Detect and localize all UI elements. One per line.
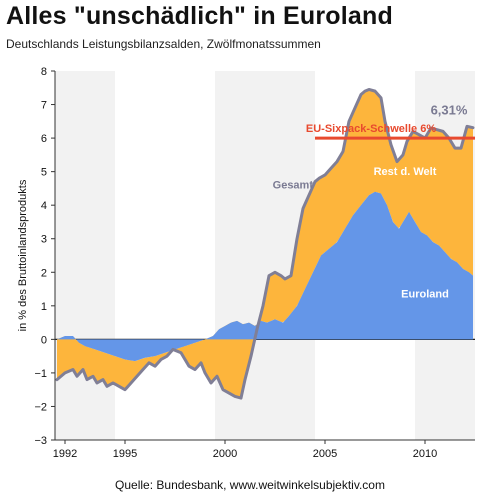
y-tick-label: 2	[41, 267, 47, 279]
gesamt-line	[55, 87, 475, 400]
area-layers	[57, 89, 473, 398]
y-tick-label: −1	[34, 368, 47, 380]
x-tick-label: 1992	[53, 448, 77, 460]
euroland-label: Euroland	[401, 288, 449, 300]
end-value-label: 6,31%	[431, 103, 468, 118]
x-tick-label: 2010	[413, 448, 437, 460]
chart-labels: EU-Sixpack-Schwelle 6% 6,31% Gesamt Rest d.…	[273, 103, 468, 301]
chart-marks	[55, 87, 475, 400]
rest-welt-label: Rest d. Welt	[374, 166, 437, 178]
y-tick-label: 0	[41, 334, 47, 346]
chart-title: Alles "unschädlich" in Euroland	[6, 2, 393, 30]
y-tick-label: 1	[41, 301, 47, 313]
y-tick-label: 4	[41, 200, 47, 212]
y-tick-label: 5	[41, 167, 47, 179]
x-tick-label: 2005	[313, 448, 337, 460]
y-tick-label: 7	[41, 100, 47, 112]
y-tick-label: −2	[34, 401, 47, 413]
x-tick-label: 1995	[113, 448, 137, 460]
source-note: Quelle: Bundesbank, www.weitwinkelsubjek…	[115, 478, 385, 492]
euroland-area	[57, 191, 473, 362]
y-tick-label: −3	[34, 435, 47, 447]
gesamt-label: Gesamt	[273, 179, 314, 191]
y-tick-label: 3	[41, 234, 47, 246]
y-axis-label: in % des Bruttoinlandsprodukts	[17, 179, 29, 331]
threshold-label: EU-Sixpack-Schwelle 6%	[306, 123, 436, 135]
y-tick-label: 6	[41, 133, 47, 145]
axes: −3 −2 −1 0 1 2 3 4 5 6 7 8 1992 1995 2000 2005 2010 in % …	[17, 66, 475, 460]
y-tick-label: 8	[41, 66, 47, 78]
x-tick-label: 2000	[213, 448, 237, 460]
rest-welt-area	[57, 89, 473, 398]
chart-subtitle: Deutschlands Leistungsbilanzsalden, Zwöl…	[6, 37, 321, 51]
